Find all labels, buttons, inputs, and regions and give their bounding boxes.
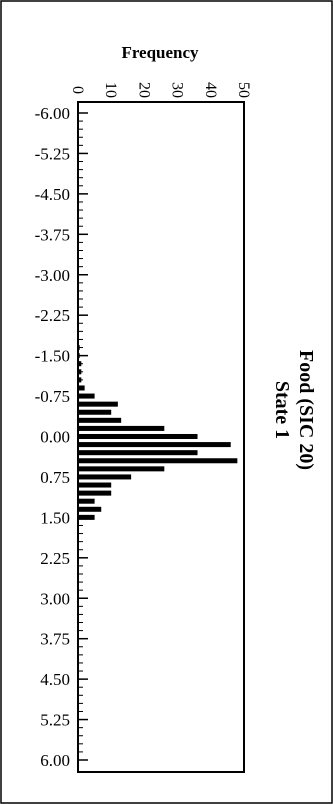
histogram-bar: [78, 458, 238, 464]
histogram-bar: [78, 474, 132, 480]
histogram-bar: [78, 377, 82, 383]
y-tick-label: -3.75: [35, 225, 70, 244]
y-tick-label: 5.25: [40, 711, 70, 730]
chart-subtitle: State 1: [271, 381, 293, 439]
y-tick-label: -5.25: [35, 144, 70, 163]
histogram-bar: [78, 442, 231, 448]
frequency-tick-label: 40: [202, 82, 219, 98]
y-tick-label: -3.00: [35, 266, 70, 285]
histogram-bar: [78, 393, 95, 399]
histogram-bar: [78, 514, 95, 520]
histogram-bar: [78, 498, 95, 504]
frequency-tick-labels: 0 10 20 30 40 50: [69, 82, 252, 98]
y-tick-label: 1.50: [40, 508, 70, 527]
histogram-bar: [78, 401, 118, 407]
histogram-bar: [78, 490, 112, 496]
histogram-bar: [78, 417, 122, 423]
histogram-bar: [78, 409, 112, 415]
frequency-tick-label: 30: [169, 82, 186, 98]
chart-title: Food (SIC 20): [295, 350, 317, 470]
y-tick-label: 3.00: [40, 589, 70, 608]
frequency-tick-label: 20: [135, 82, 152, 98]
y-tick-label: 3.75: [40, 630, 70, 649]
histogram-bar: [78, 506, 102, 512]
y-tick-label: 0.75: [40, 468, 70, 487]
y-tick-label: 2.25: [40, 549, 70, 568]
y-tick-label: 4.50: [40, 670, 70, 689]
y-tick-label: -0.75: [35, 387, 70, 406]
frequency-tick-label: 0: [69, 86, 86, 94]
y-tick-label: 6.00: [40, 751, 70, 770]
histogram-bar: [78, 450, 198, 456]
histogram-bar: [78, 385, 85, 391]
chart-subtitle-group: State 1: [271, 381, 293, 439]
histogram-bar: [78, 433, 198, 440]
histogram-bar: [78, 369, 82, 375]
y-tick-label: -6.00: [35, 104, 70, 123]
y-tick-label: -2.25: [35, 306, 70, 325]
x-axis-label: Frequency: [121, 43, 199, 62]
histogram-bar: [78, 425, 165, 431]
y-tick-label: -4.50: [35, 185, 70, 204]
frequency-tick-label: 50: [235, 82, 252, 98]
y-tick-label: -1.50: [35, 347, 70, 366]
chart-title-group: Food (SIC 20): [295, 350, 317, 470]
histogram-bar: [78, 466, 165, 472]
y-tick-label: 0.00: [40, 428, 70, 447]
frequency-tick-label: 10: [102, 82, 119, 98]
histogram-bar: [78, 361, 82, 367]
histogram-bar: [78, 482, 112, 488]
plot-area-frame: [77, 101, 245, 773]
histogram-bars: [78, 345, 238, 520]
